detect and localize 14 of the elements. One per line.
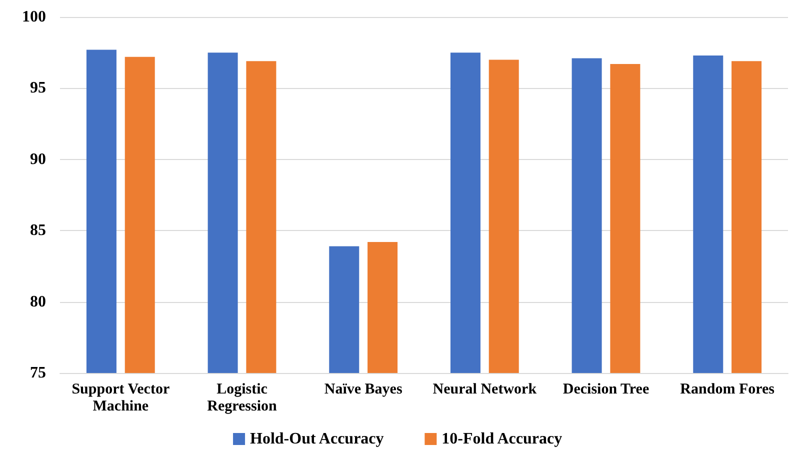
x-tick-label: Support Vector Machine bbox=[72, 382, 170, 414]
x-tick-label: Naïve Bayes bbox=[324, 382, 402, 398]
x-tick-label: Neural Network bbox=[432, 382, 538, 398]
legend-label: 10-Fold Accuracy bbox=[442, 430, 562, 448]
legend-label: Hold-Out Accuracy bbox=[250, 430, 384, 448]
x-tick-label: Random Fores bbox=[680, 382, 775, 398]
y-tick-label: 95 bbox=[30, 80, 46, 97]
x-tick-label: Logistic Regression bbox=[207, 382, 278, 414]
y-tick-label: 90 bbox=[30, 150, 46, 168]
y-tick-label: 85 bbox=[30, 222, 46, 240]
y-tick-label: 80 bbox=[30, 293, 46, 310]
y-tick-label: 75 bbox=[30, 364, 46, 382]
y-tick-label: 100 bbox=[22, 8, 46, 26]
x-tick-label: Decision Tree bbox=[562, 382, 650, 398]
